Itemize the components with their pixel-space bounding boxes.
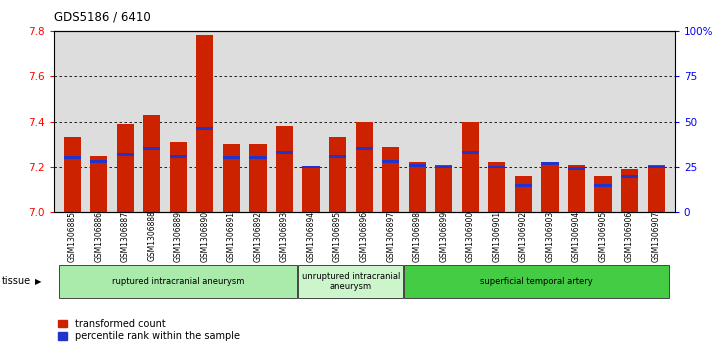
- Bar: [382, 147, 399, 212]
- Text: GSM1306895: GSM1306895: [333, 211, 342, 262]
- Bar: [356, 122, 373, 212]
- Text: GSM1306906: GSM1306906: [625, 211, 634, 262]
- Bar: [116, 124, 134, 212]
- Bar: [462, 122, 479, 212]
- Bar: [223, 144, 240, 212]
- Text: ruptured intracranial aneurysm: ruptured intracranial aneurysm: [112, 277, 244, 286]
- Bar: [541, 162, 558, 165]
- Bar: [408, 164, 426, 167]
- Bar: [170, 142, 187, 212]
- Bar: [170, 155, 187, 158]
- Text: GSM1306897: GSM1306897: [386, 211, 395, 262]
- Bar: [64, 156, 81, 159]
- Bar: [541, 163, 558, 212]
- Text: GSM1306901: GSM1306901: [493, 211, 501, 262]
- Text: GSM1306894: GSM1306894: [306, 211, 316, 262]
- Bar: [64, 138, 81, 212]
- Bar: [488, 166, 506, 168]
- Text: GSM1306905: GSM1306905: [598, 211, 608, 262]
- Bar: [196, 127, 213, 130]
- Text: GSM1306903: GSM1306903: [545, 211, 555, 262]
- Bar: [435, 166, 453, 168]
- Bar: [249, 156, 266, 159]
- Bar: [595, 176, 612, 212]
- Bar: [648, 165, 665, 212]
- Bar: [90, 160, 107, 163]
- Bar: [196, 36, 213, 212]
- Text: GSM1306885: GSM1306885: [68, 211, 76, 261]
- Text: GSM1306886: GSM1306886: [94, 211, 104, 261]
- FancyBboxPatch shape: [298, 265, 403, 298]
- Bar: [515, 176, 532, 212]
- Bar: [116, 153, 134, 156]
- Text: ▶: ▶: [35, 277, 41, 286]
- Text: GSM1306902: GSM1306902: [519, 211, 528, 262]
- Bar: [249, 144, 266, 212]
- Bar: [435, 165, 453, 212]
- Bar: [621, 175, 638, 178]
- Legend: transformed count, percentile rank within the sample: transformed count, percentile rank withi…: [59, 319, 240, 341]
- Bar: [408, 163, 426, 212]
- Text: GSM1306900: GSM1306900: [466, 211, 475, 262]
- Text: GSM1306891: GSM1306891: [227, 211, 236, 261]
- Text: GSM1306899: GSM1306899: [439, 211, 448, 262]
- Text: GSM1306889: GSM1306889: [174, 211, 183, 261]
- Text: superficial temporal artery: superficial temporal artery: [481, 277, 593, 286]
- Text: GSM1306907: GSM1306907: [652, 211, 660, 262]
- Bar: [488, 163, 506, 212]
- Bar: [303, 166, 320, 168]
- Bar: [515, 184, 532, 187]
- Text: tissue: tissue: [2, 276, 31, 286]
- Bar: [329, 155, 346, 158]
- Bar: [621, 169, 638, 212]
- Bar: [382, 160, 399, 163]
- Text: GSM1306896: GSM1306896: [360, 211, 368, 262]
- Text: GSM1306898: GSM1306898: [413, 211, 422, 261]
- Bar: [648, 166, 665, 168]
- Bar: [303, 167, 320, 212]
- Bar: [329, 138, 346, 212]
- Bar: [276, 126, 293, 212]
- Text: unruptured intracranial
aneurysm: unruptured intracranial aneurysm: [302, 272, 400, 291]
- Bar: [462, 151, 479, 154]
- Bar: [595, 184, 612, 187]
- Bar: [276, 151, 293, 154]
- Bar: [568, 165, 585, 212]
- FancyBboxPatch shape: [59, 265, 297, 298]
- Text: GSM1306888: GSM1306888: [147, 211, 156, 261]
- Text: GSM1306893: GSM1306893: [280, 211, 289, 262]
- Bar: [568, 167, 585, 170]
- Bar: [223, 156, 240, 159]
- Text: GSM1306892: GSM1306892: [253, 211, 263, 261]
- Text: GDS5186 / 6410: GDS5186 / 6410: [54, 11, 151, 24]
- Text: GSM1306904: GSM1306904: [572, 211, 581, 262]
- Bar: [143, 115, 161, 212]
- Text: GSM1306887: GSM1306887: [121, 211, 130, 261]
- Bar: [90, 156, 107, 212]
- Bar: [356, 147, 373, 150]
- FancyBboxPatch shape: [405, 265, 669, 298]
- Bar: [143, 147, 161, 150]
- Text: GSM1306890: GSM1306890: [201, 211, 209, 262]
